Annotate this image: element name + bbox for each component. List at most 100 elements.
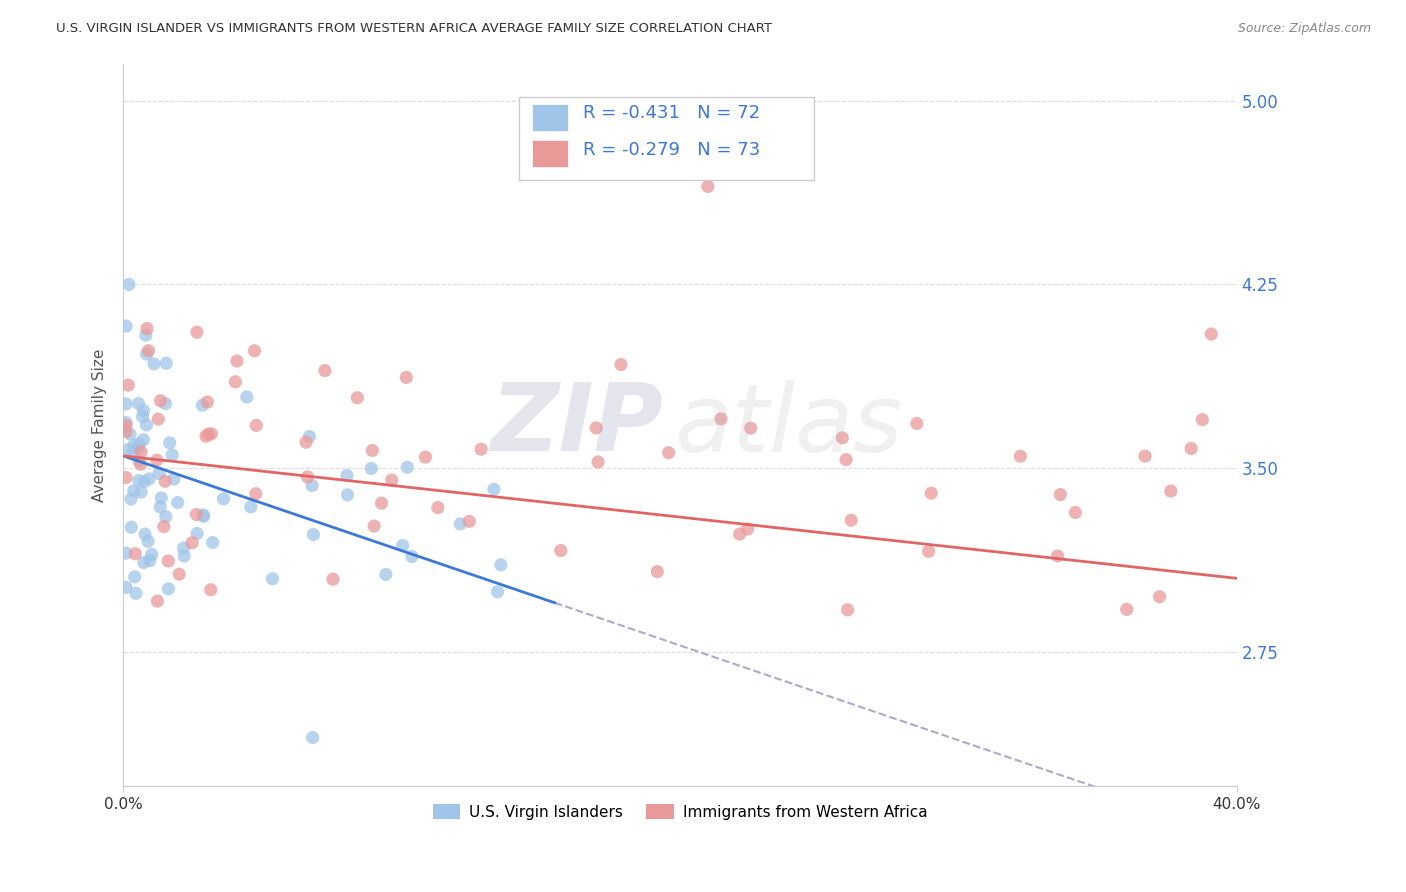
Point	[486, 584, 509, 599]
Point	[298, 429, 321, 443]
Point	[132, 403, 155, 417]
Point	[115, 546, 138, 560]
Point	[128, 454, 150, 468]
Point	[314, 363, 336, 377]
Point	[245, 487, 267, 501]
Point	[200, 426, 222, 441]
Point	[301, 731, 323, 745]
Y-axis label: Average Family Size: Average Family Size	[93, 349, 107, 502]
FancyBboxPatch shape	[519, 96, 814, 179]
Point	[243, 343, 266, 358]
Point	[374, 567, 396, 582]
Point	[1049, 487, 1071, 501]
Point	[153, 519, 176, 533]
Point	[647, 565, 669, 579]
Point	[138, 343, 160, 358]
Point	[585, 421, 607, 435]
Point	[1010, 449, 1032, 463]
Point	[302, 527, 325, 541]
Text: R = -0.279   N = 73: R = -0.279 N = 73	[583, 141, 761, 160]
Point	[610, 358, 633, 372]
Point	[186, 526, 208, 541]
Point	[550, 543, 572, 558]
Text: ZIP: ZIP	[491, 379, 664, 471]
Point	[120, 520, 142, 534]
Point	[153, 475, 176, 489]
Point	[917, 544, 939, 558]
Point	[118, 427, 141, 442]
Point	[120, 491, 142, 506]
Point	[1191, 412, 1213, 426]
Point	[166, 495, 188, 509]
Point	[1115, 602, 1137, 616]
Point	[482, 482, 505, 496]
Point	[586, 455, 609, 469]
Point	[157, 582, 180, 596]
Point	[363, 519, 385, 533]
Point	[129, 457, 152, 471]
Point	[159, 435, 181, 450]
Point	[381, 473, 404, 487]
Point	[115, 397, 138, 411]
Point	[124, 570, 146, 584]
Point	[118, 277, 141, 292]
Point	[128, 436, 150, 450]
FancyBboxPatch shape	[531, 103, 568, 131]
Point	[336, 488, 359, 502]
Text: U.S. VIRGIN ISLANDER VS IMMIGRANTS FROM WESTERN AFRICA AVERAGE FAMILY SIZE CORRE: U.S. VIRGIN ISLANDER VS IMMIGRANTS FROM …	[56, 22, 772, 36]
Point	[837, 603, 859, 617]
Point	[489, 558, 512, 572]
Point	[125, 586, 148, 600]
Point	[301, 478, 323, 492]
Point	[470, 442, 492, 457]
Point	[197, 427, 219, 442]
Point	[1133, 449, 1156, 463]
FancyBboxPatch shape	[531, 140, 568, 168]
Point	[336, 468, 359, 483]
Point	[1160, 484, 1182, 499]
Point	[173, 549, 195, 563]
Point	[129, 485, 152, 500]
Point	[395, 370, 418, 384]
Point	[905, 417, 928, 431]
Point	[127, 441, 149, 455]
Point	[148, 467, 170, 481]
Point	[1064, 505, 1087, 519]
Point	[128, 396, 150, 410]
Point	[186, 508, 208, 522]
Point	[135, 347, 157, 361]
Point	[142, 357, 165, 371]
Point	[322, 572, 344, 586]
Point	[124, 547, 146, 561]
Point	[115, 425, 138, 439]
Point	[138, 472, 160, 486]
Point	[658, 446, 681, 460]
Point	[295, 435, 318, 450]
Point	[135, 328, 157, 343]
Point	[131, 409, 153, 424]
Point	[122, 483, 145, 498]
Point	[115, 581, 138, 595]
Point	[370, 496, 392, 510]
Point	[129, 445, 152, 459]
Point	[236, 390, 259, 404]
Point	[245, 418, 267, 433]
Point	[181, 535, 204, 549]
Point	[920, 486, 942, 500]
Point	[148, 412, 170, 426]
Point	[136, 534, 159, 549]
Point	[121, 446, 143, 460]
Point	[167, 567, 190, 582]
Point	[449, 516, 471, 531]
Text: R = -0.431   N = 72: R = -0.431 N = 72	[583, 103, 761, 122]
Point	[415, 450, 437, 464]
Point	[139, 553, 162, 567]
Point	[361, 443, 384, 458]
Point	[396, 460, 419, 475]
Point	[1180, 442, 1202, 456]
Point	[262, 572, 284, 586]
Point	[201, 535, 224, 549]
Point	[134, 527, 156, 541]
Point	[839, 513, 862, 527]
Point	[426, 500, 449, 515]
